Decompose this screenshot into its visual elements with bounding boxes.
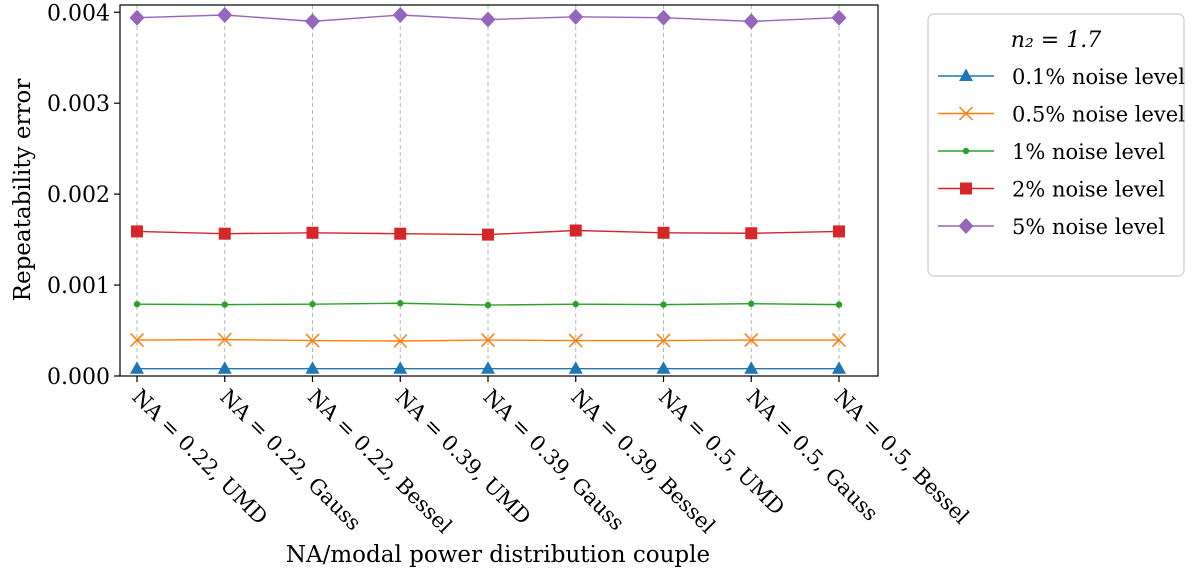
y-axis-label: Repeatability error <box>10 79 36 302</box>
legend-label: 0.5% noise level <box>1012 103 1185 127</box>
legend-marker <box>958 106 974 121</box>
legend-title: n₂ = 1.7 <box>1011 28 1101 53</box>
data-point <box>656 333 671 348</box>
data-point <box>833 225 845 238</box>
data-point <box>656 9 671 26</box>
legend-marker <box>962 147 970 155</box>
legend-label: 2% noise level <box>1012 178 1165 202</box>
data-point <box>482 228 494 241</box>
data-point <box>481 361 495 374</box>
legend-marker <box>958 218 974 234</box>
data-point <box>835 301 843 308</box>
data-point <box>831 333 847 348</box>
data-point <box>832 361 846 374</box>
data-point <box>397 300 404 307</box>
data-point <box>744 333 759 348</box>
legend-marker <box>959 68 973 81</box>
y-tick-label: 0.004 <box>47 1 110 26</box>
data-point <box>217 332 232 347</box>
x-tick-label: NA = 0.22, Bessel <box>303 385 457 539</box>
data-point <box>131 225 143 238</box>
data-point <box>656 361 671 374</box>
data-point <box>218 227 231 240</box>
series-lines <box>129 7 847 374</box>
data-point <box>129 333 145 348</box>
data-point <box>745 227 758 240</box>
data-point <box>221 301 228 308</box>
y-tick-label: 0.003 <box>47 92 110 117</box>
data-point <box>568 361 583 374</box>
data-point <box>480 333 496 348</box>
data-point <box>568 333 583 348</box>
data-point <box>569 224 582 237</box>
legend-label: 5% noise level <box>1012 215 1165 239</box>
data-point <box>305 333 320 348</box>
data-point <box>572 300 579 308</box>
data-point <box>309 300 316 308</box>
data-point <box>133 300 141 308</box>
data-point <box>748 300 755 307</box>
data-point <box>393 361 408 374</box>
y-tick-label: 0.002 <box>47 183 110 208</box>
data-point <box>743 13 759 30</box>
data-point <box>657 226 670 239</box>
legend-marker <box>960 182 972 195</box>
data-point <box>480 11 496 28</box>
legend-frame <box>927 13 1185 277</box>
data-point <box>660 301 667 308</box>
legend-label: 1% noise level <box>1012 140 1165 164</box>
data-point <box>306 226 319 239</box>
data-point <box>305 13 320 30</box>
data-point <box>305 361 320 374</box>
data-point <box>831 9 847 26</box>
data-point <box>484 301 492 309</box>
gridlines <box>136 5 840 376</box>
data-point <box>744 361 759 374</box>
data-point <box>394 227 407 240</box>
data-point <box>129 9 145 26</box>
data-point <box>217 361 232 374</box>
y-axis: 0.000 0.001 0.002 0.003 0.004 <box>47 1 120 390</box>
data-point <box>568 8 584 25</box>
x-axis-label: NA/modal power distribution couple <box>286 542 710 568</box>
x-tick-label: NA = 0.39, Bessel <box>566 385 720 539</box>
data-point <box>217 7 233 24</box>
data-point <box>130 361 144 374</box>
legend: n₂ = 1.7 0.1% noise level 0.5% noise leve… <box>927 13 1185 277</box>
y-tick-label: 0.000 <box>47 365 110 390</box>
data-point <box>393 333 408 349</box>
y-tick-label: 0.001 <box>47 274 110 299</box>
plot-frame <box>119 4 879 377</box>
data-point <box>392 7 408 24</box>
legend-label: 0.1% noise level <box>1012 65 1185 89</box>
